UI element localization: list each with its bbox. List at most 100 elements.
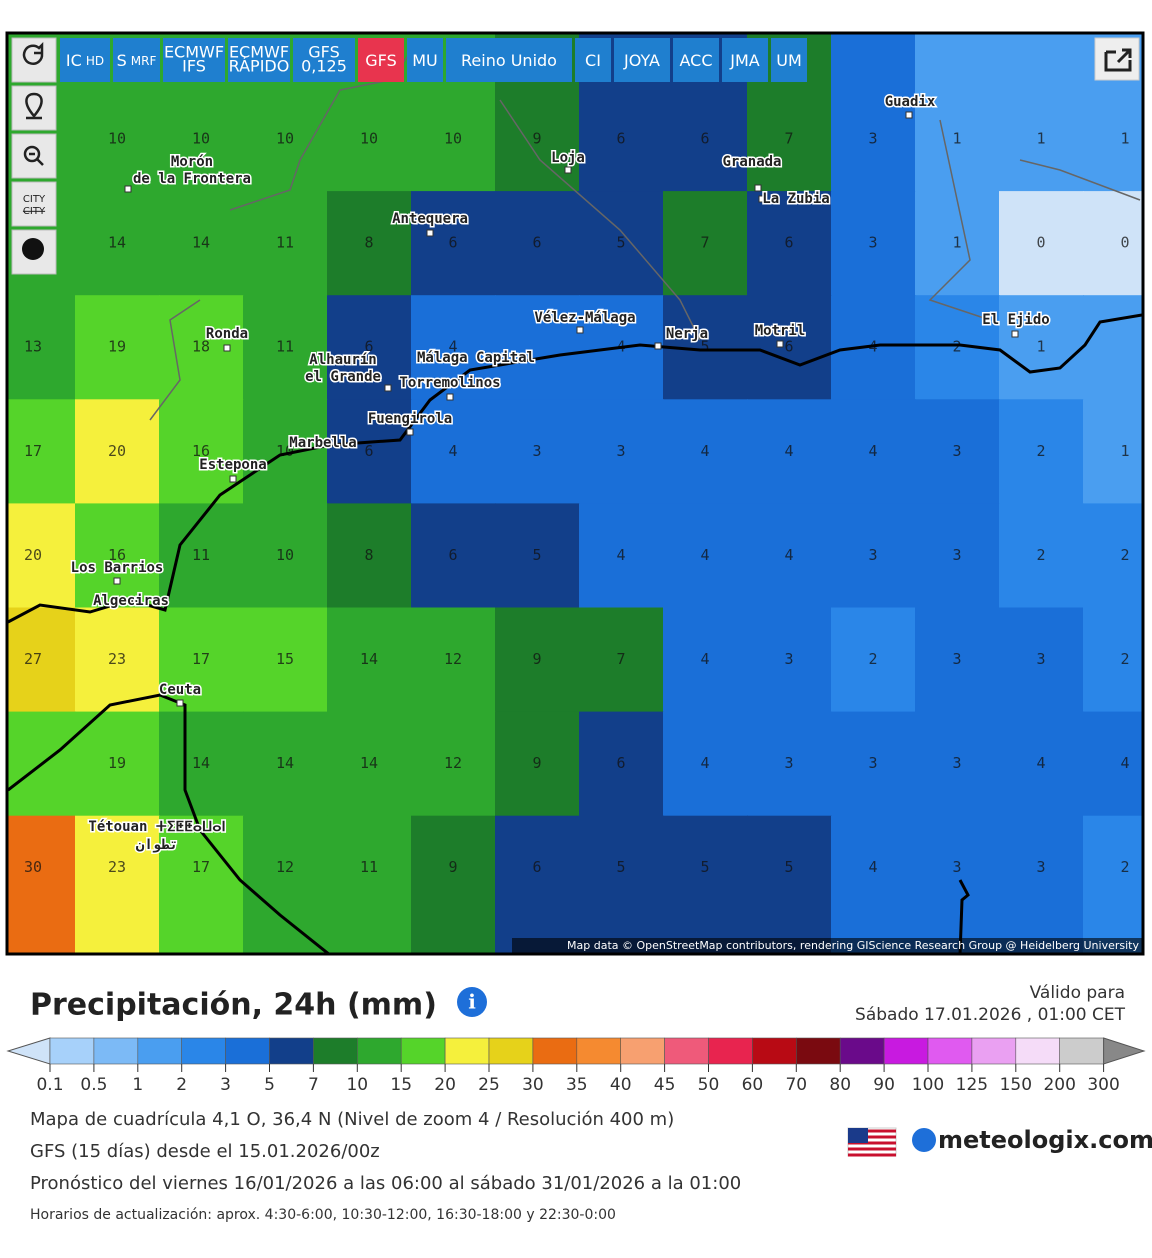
grid-cell[interactable] <box>0 399 76 505</box>
grid-cell[interactable] <box>579 399 664 505</box>
grid-cell[interactable] <box>999 30 1084 192</box>
grid-cell[interactable] <box>1083 607 1152 713</box>
side-button[interactable] <box>11 181 57 227</box>
model-button[interactable] <box>614 38 670 82</box>
model-button[interactable] <box>228 38 290 82</box>
grid-cell[interactable] <box>0 815 76 961</box>
grid-cell[interactable] <box>75 191 160 297</box>
grid-cell[interactable] <box>411 711 496 817</box>
grid-cell[interactable] <box>327 295 412 401</box>
grid-cell[interactable] <box>579 711 664 817</box>
model-button[interactable] <box>446 38 572 82</box>
grid-cell[interactable] <box>75 295 160 401</box>
model-button[interactable] <box>293 38 355 82</box>
grid-cell[interactable] <box>915 503 1000 609</box>
grid-cell[interactable] <box>1083 815 1152 961</box>
model-button[interactable] <box>722 38 768 82</box>
grid-cell[interactable] <box>831 30 916 192</box>
grid-cell[interactable] <box>747 503 832 609</box>
grid-cell[interactable] <box>747 191 832 297</box>
grid-cell[interactable] <box>411 607 496 713</box>
model-button[interactable] <box>60 38 110 82</box>
grid-cell[interactable] <box>0 295 76 401</box>
grid-cell[interactable] <box>75 607 160 713</box>
model-button[interactable] <box>771 38 807 82</box>
grid-cell[interactable] <box>663 815 748 961</box>
grid-cell[interactable] <box>1083 711 1152 817</box>
grid-cell[interactable] <box>159 191 244 297</box>
grid-cell[interactable] <box>579 191 664 297</box>
grid-cell[interactable] <box>831 399 916 505</box>
grid-cell[interactable] <box>327 191 412 297</box>
grid-cell[interactable] <box>663 503 748 609</box>
grid-cell[interactable] <box>831 503 916 609</box>
model-button[interactable] <box>407 38 443 82</box>
model-button[interactable] <box>673 38 719 82</box>
grid-cell[interactable] <box>75 399 160 505</box>
grid-cell[interactable] <box>1083 503 1152 609</box>
grid-cell[interactable] <box>999 607 1084 713</box>
share-button[interactable] <box>1094 37 1140 81</box>
grid-cell[interactable] <box>327 815 412 961</box>
grid-cell[interactable] <box>159 503 244 609</box>
model-button[interactable] <box>113 38 160 82</box>
model-button[interactable] <box>358 38 404 82</box>
grid-cell[interactable] <box>1083 399 1152 505</box>
grid-cell[interactable] <box>0 607 76 713</box>
grid-cell[interactable] <box>1083 295 1152 401</box>
grid-cell[interactable] <box>747 815 832 961</box>
grid-cell[interactable] <box>0 711 76 817</box>
grid-cell[interactable] <box>327 607 412 713</box>
grid-cell[interactable] <box>915 815 1000 961</box>
grid-cell[interactable] <box>915 399 1000 505</box>
grid-cell[interactable] <box>495 399 580 505</box>
grid-cell[interactable] <box>747 399 832 505</box>
grid-cell[interactable] <box>831 191 916 297</box>
grid-cell[interactable] <box>747 711 832 817</box>
grid-cell[interactable] <box>411 815 496 961</box>
grid-cell[interactable] <box>999 815 1084 961</box>
side-button[interactable] <box>11 133 57 179</box>
side-button[interactable] <box>11 85 57 131</box>
grid-cell[interactable] <box>243 191 328 297</box>
grid-cell[interactable] <box>495 503 580 609</box>
grid-cell[interactable] <box>831 711 916 817</box>
grid-cell[interactable] <box>495 607 580 713</box>
grid-cell[interactable] <box>1083 191 1152 297</box>
grid-cell[interactable] <box>915 191 1000 297</box>
grid-cell[interactable] <box>663 191 748 297</box>
grid-cell[interactable] <box>243 503 328 609</box>
city-toggle[interactable]: CITY <box>23 194 46 205</box>
grid-cell[interactable] <box>831 607 916 713</box>
grid-cell[interactable] <box>243 399 328 505</box>
grid-cell[interactable] <box>75 503 160 609</box>
grid-cell[interactable] <box>747 295 832 401</box>
grid-cell[interactable] <box>327 711 412 817</box>
grid-cell[interactable] <box>159 815 244 961</box>
grid-cell[interactable] <box>243 711 328 817</box>
grid-cell[interactable] <box>411 399 496 505</box>
grid-cell[interactable] <box>915 711 1000 817</box>
model-button[interactable] <box>575 38 611 82</box>
grid-cell[interactable] <box>495 191 580 297</box>
grid-cell[interactable] <box>663 399 748 505</box>
grid-cell[interactable] <box>75 711 160 817</box>
info-icon[interactable] <box>457 987 487 1017</box>
grid-cell[interactable] <box>411 503 496 609</box>
grid-cell[interactable] <box>495 815 580 961</box>
grid-cell[interactable] <box>159 711 244 817</box>
grid-cell[interactable] <box>831 295 916 401</box>
grid-cell[interactable] <box>243 607 328 713</box>
grid-cell[interactable] <box>0 503 76 609</box>
grid-cell[interactable] <box>411 191 496 297</box>
grid-cell[interactable] <box>999 295 1084 401</box>
grid-cell[interactable] <box>663 711 748 817</box>
grid-cell[interactable] <box>999 191 1084 297</box>
grid-cell[interactable] <box>915 30 1000 192</box>
grid-cell[interactable] <box>999 503 1084 609</box>
grid-cell[interactable] <box>579 607 664 713</box>
grid-cell[interactable] <box>579 503 664 609</box>
grid-cell[interactable] <box>159 607 244 713</box>
